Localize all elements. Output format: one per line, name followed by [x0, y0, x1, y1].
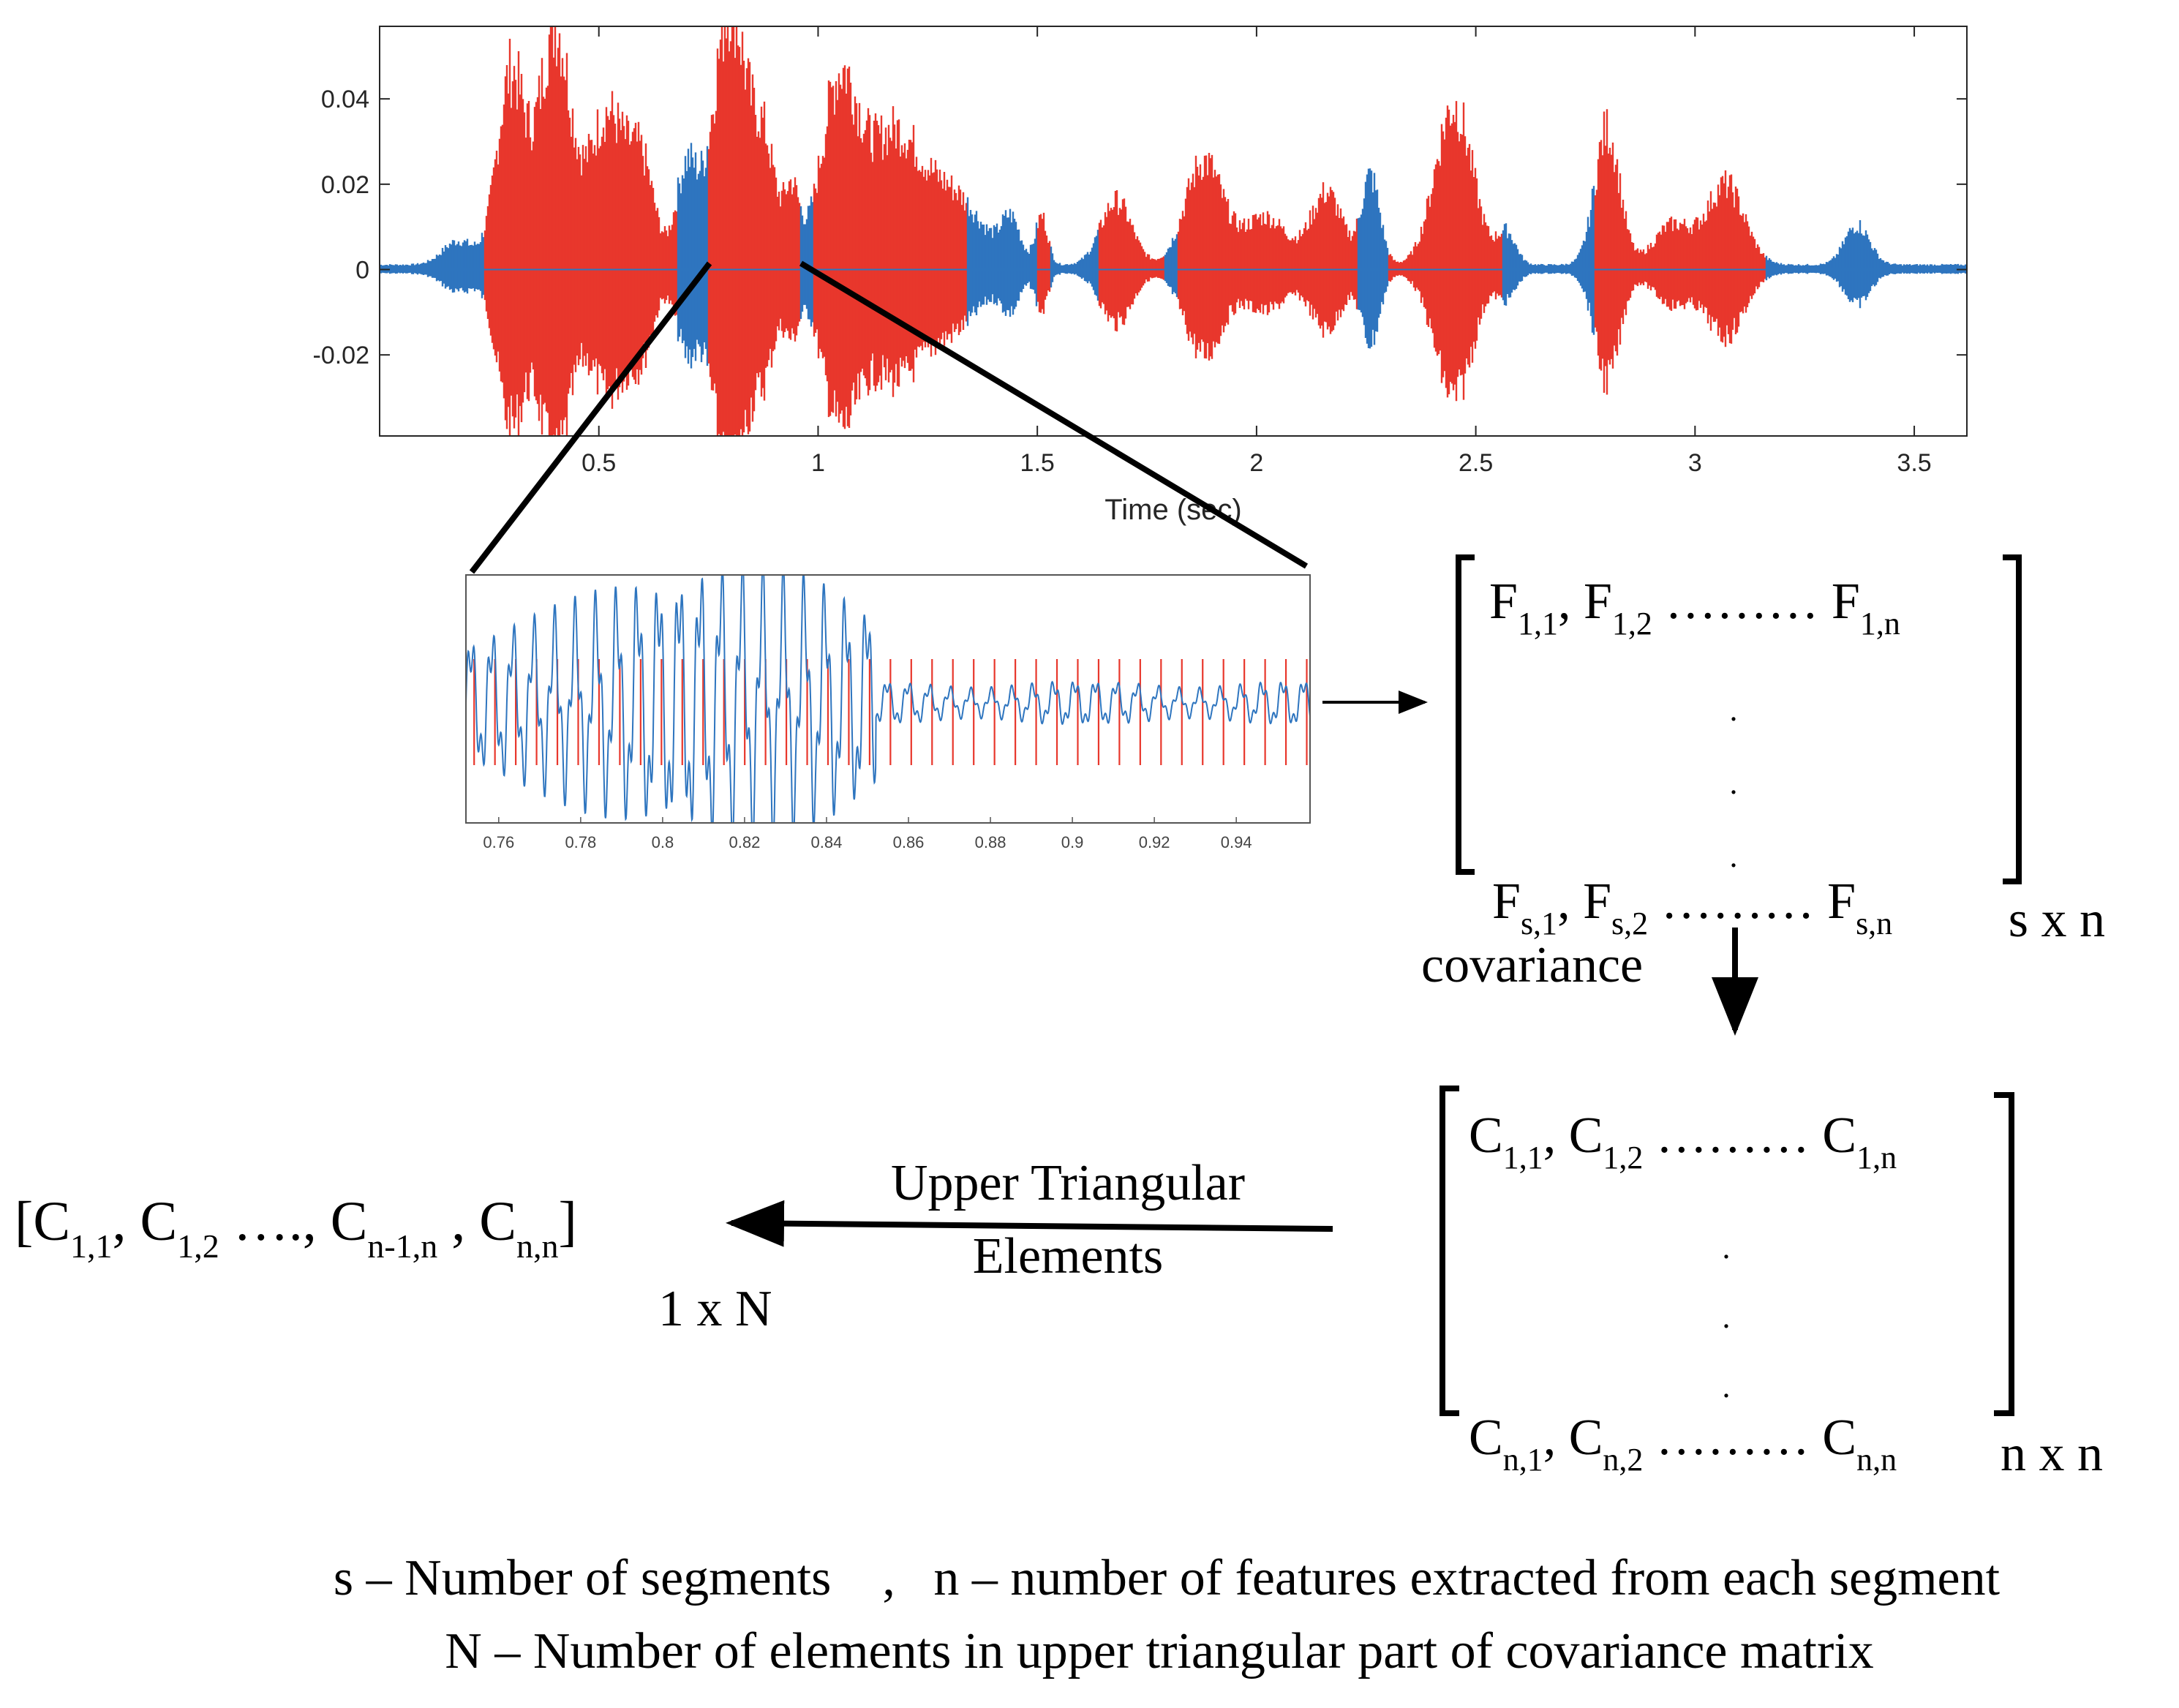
zoom-x-tick-label: 0.88 [975, 833, 1006, 851]
cov-matrix-row-1: C1,1, C1,2 ……… C1,n [1469, 1107, 1897, 1175]
cov-matrix-vdot-2: . [1723, 1299, 1731, 1335]
y-tick-label: -0.02 [313, 342, 370, 369]
waveform-y-axis: 0.04 0.02 0 -0.02 [313, 86, 1967, 369]
waveform-plot-frame [379, 26, 1968, 437]
zoom-plot-frame [465, 574, 1311, 824]
x-tick-label: 3 [1688, 449, 1702, 477]
zoom-x-tick-label: 0.86 [893, 833, 925, 851]
waveform-x-axis-label: Time (sec) [1104, 494, 1241, 526]
zoom-x-tick-label: 0.78 [565, 833, 596, 851]
x-tick-label: 3.5 [1897, 449, 1931, 477]
waveform-plot: 0.04 0.02 0 -0.02 0.5 1 1.5 2 2.5 3 3.5 Time (sec… [313, 26, 1968, 526]
zoom-x-tick-label: 0.9 [1061, 833, 1084, 851]
zoom-line-right [799, 260, 1309, 569]
zoom-signal [466, 575, 1310, 823]
x-tick-label: 1 [811, 449, 825, 477]
zoom-x-tick-label: 0.76 [483, 833, 514, 851]
zoom-x-tick-label: 0.92 [1139, 833, 1170, 851]
zoom-x-tick-label: 0.84 [811, 833, 843, 851]
waveform-signal [380, 26, 1967, 436]
feature-matrix-row-1: F1,1, F1,2 ……… F1,n [1489, 573, 1900, 642]
feature-matrix-vdot-2: . [1730, 765, 1738, 801]
y-tick-label: 0.04 [321, 86, 369, 113]
result-vector: [C1,1, C1,2 …., Cn-1,n , Cn,n] 1 x N [15, 1191, 772, 1337]
result-vector-elements: [C1,1, C1,2 …., Cn-1,n , Cn,n] [15, 1191, 577, 1265]
feature-matrix-size: s x n [2009, 892, 2105, 948]
zoom-line-left [469, 261, 712, 574]
feature-matrix: F1,1, F1,2 ……… F1,n . . . Fs,1, Fs,2 ………… [1456, 554, 2105, 948]
x-tick-label: 0.5 [582, 449, 616, 477]
x-tick-label: 2 [1249, 449, 1263, 477]
waveform-x-axis: 0.5 1 1.5 2 2.5 3 3.5 [582, 26, 1932, 477]
upper-triangular-label-line2: Elements [973, 1228, 1163, 1284]
zoomed-segment-plot: 0.76 0.78 0.8 0.82 0.84 0.86 0.88 0.9 0.92 0.94 [465, 574, 1311, 851]
zoom-waveform-line [466, 575, 1310, 823]
footnote-line-2: N – Number of elements in upper triangul… [445, 1623, 1873, 1679]
cov-matrix-left-bracket [1440, 1086, 1459, 1416]
upper-triangular-arrow [726, 1200, 1333, 1247]
zoom-x-axis: 0.76 0.78 0.8 0.82 0.84 0.86 0.88 0.9 0.92 0.94 [483, 817, 1252, 851]
y-tick-label: 0.02 [321, 171, 369, 199]
feature-matrix-left-bracket [1456, 554, 1475, 875]
footnote-line-1: s – Number of segments , n – number of f… [334, 1550, 2001, 1606]
zoom-x-tick-label: 0.94 [1221, 833, 1252, 851]
cov-matrix-vdot-1: . [1723, 1230, 1731, 1265]
x-tick-label: 2.5 [1459, 449, 1493, 477]
cov-matrix-right-bracket [1994, 1092, 2014, 1416]
result-vector-size: 1 x N [658, 1281, 772, 1337]
covariance-label: covariance [1421, 937, 1643, 993]
feature-matrix-right-bracket [2003, 554, 2022, 884]
feature-matrix-row-s: Fs,1, Fs,2 ……… Fs,n [1492, 873, 1892, 941]
y-tick-label: 0 [355, 257, 369, 285]
feature-matrix-vdot-1: . [1730, 692, 1738, 728]
zoom-x-tick-label: 0.8 [652, 833, 674, 851]
cov-matrix-row-n: Cn,1, Cn,2 ……… Cn,n [1469, 1410, 1897, 1478]
cov-matrix-vdot-3: . [1723, 1369, 1731, 1404]
upper-triangular-label-line1: Upper Triangular [891, 1155, 1245, 1211]
covariance-matrix: C1,1, C1,2 ……… C1,n . . . Cn,1, Cn,2 ………… [1440, 1086, 2103, 1482]
cov-matrix-size: n x n [2001, 1426, 2103, 1482]
x-tick-label: 1.5 [1020, 449, 1055, 477]
feature-matrix-vdot-3: . [1730, 838, 1738, 874]
zoom-x-tick-label: 0.82 [729, 833, 761, 851]
